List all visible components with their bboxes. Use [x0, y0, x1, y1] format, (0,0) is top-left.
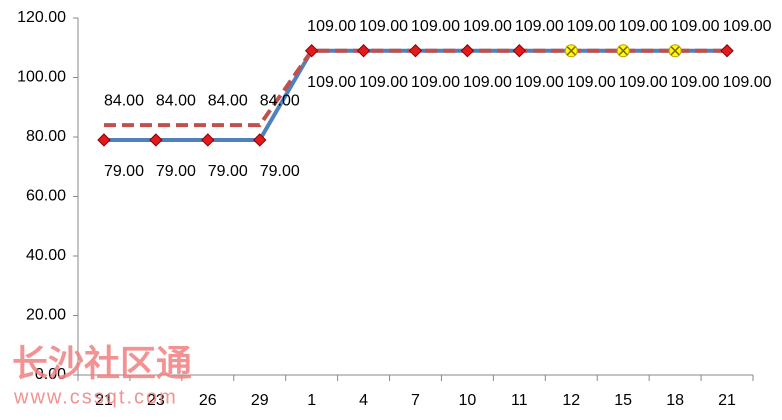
data-label: 109.00	[567, 74, 616, 91]
data-label: 79.00	[260, 163, 300, 180]
data-label: 109.00	[619, 18, 668, 35]
data-label: 109.00	[463, 18, 512, 35]
data-label: 109.00	[567, 18, 616, 35]
data-label: 84.00	[260, 92, 300, 109]
x-tick-label: 4	[359, 392, 368, 409]
x-tick-label: 26	[199, 392, 217, 409]
marker	[201, 133, 215, 147]
x-tick-label: 1	[307, 392, 316, 409]
y-tick-label: 0.00	[35, 366, 66, 383]
data-label: 79.00	[156, 163, 196, 180]
marker	[97, 133, 111, 147]
watermark-url: www.cssqt.com	[13, 386, 178, 408]
y-tick-label: 60.00	[26, 188, 66, 205]
marker	[356, 44, 371, 58]
data-label: 109.00	[723, 18, 772, 35]
plot: 0.00 20.00 40.00 60.00 80.00 100.00 120.00 21 23…	[17, 9, 772, 409]
data-label: 109.00	[619, 74, 668, 91]
x-tick-label: 18	[666, 392, 684, 409]
x-tick-label: 29	[251, 392, 269, 409]
x-tick-label: 7	[411, 392, 420, 409]
data-label: 109.00	[723, 74, 772, 91]
x-tick-label: 21	[95, 392, 113, 409]
data-label: 79.00	[208, 163, 248, 180]
x-tick-label: 11	[511, 392, 528, 409]
data-label: 109.00	[411, 18, 460, 35]
data-label: 109.00	[671, 74, 720, 91]
x-tick-label: 21	[718, 392, 736, 409]
marker	[460, 44, 475, 58]
marker	[253, 133, 267, 147]
marker	[149, 133, 163, 147]
marker	[720, 44, 734, 58]
data-label: 84.00	[208, 92, 248, 109]
marker-cross	[566, 46, 576, 56]
x-tick-label: 15	[614, 392, 632, 409]
data-label: 109.00	[307, 18, 356, 35]
data-label: 109.00	[671, 18, 720, 35]
data-label: 109.00	[411, 74, 460, 91]
y-tick-label: 40.00	[26, 247, 66, 264]
y-tick-label: 20.00	[26, 307, 66, 324]
x-tick-label: 10	[459, 392, 477, 409]
data-label: 84.00	[104, 92, 144, 109]
y-tick-label: 80.00	[26, 128, 66, 145]
y-tick-label: 120.00	[17, 9, 66, 26]
data-label: 109.00	[463, 74, 512, 91]
data-label: 109.00	[515, 18, 564, 35]
marker-cross	[670, 46, 680, 56]
y-tick-label: 100.00	[17, 69, 66, 86]
marker	[304, 44, 319, 58]
marker	[512, 44, 527, 58]
data-label: 109.00	[307, 74, 356, 91]
marker	[408, 44, 423, 58]
data-label: 84.00	[156, 92, 196, 109]
data-label: 109.00	[515, 74, 564, 91]
data-label: 109.00	[359, 74, 408, 91]
x-tick-label: 12	[562, 392, 580, 409]
marker-cross	[618, 46, 628, 56]
x-tick-label: 23	[147, 392, 165, 409]
data-label: 109.00	[359, 18, 408, 35]
watermark-title: 长沙社区通	[12, 343, 192, 384]
data-label: 79.00	[104, 163, 144, 180]
